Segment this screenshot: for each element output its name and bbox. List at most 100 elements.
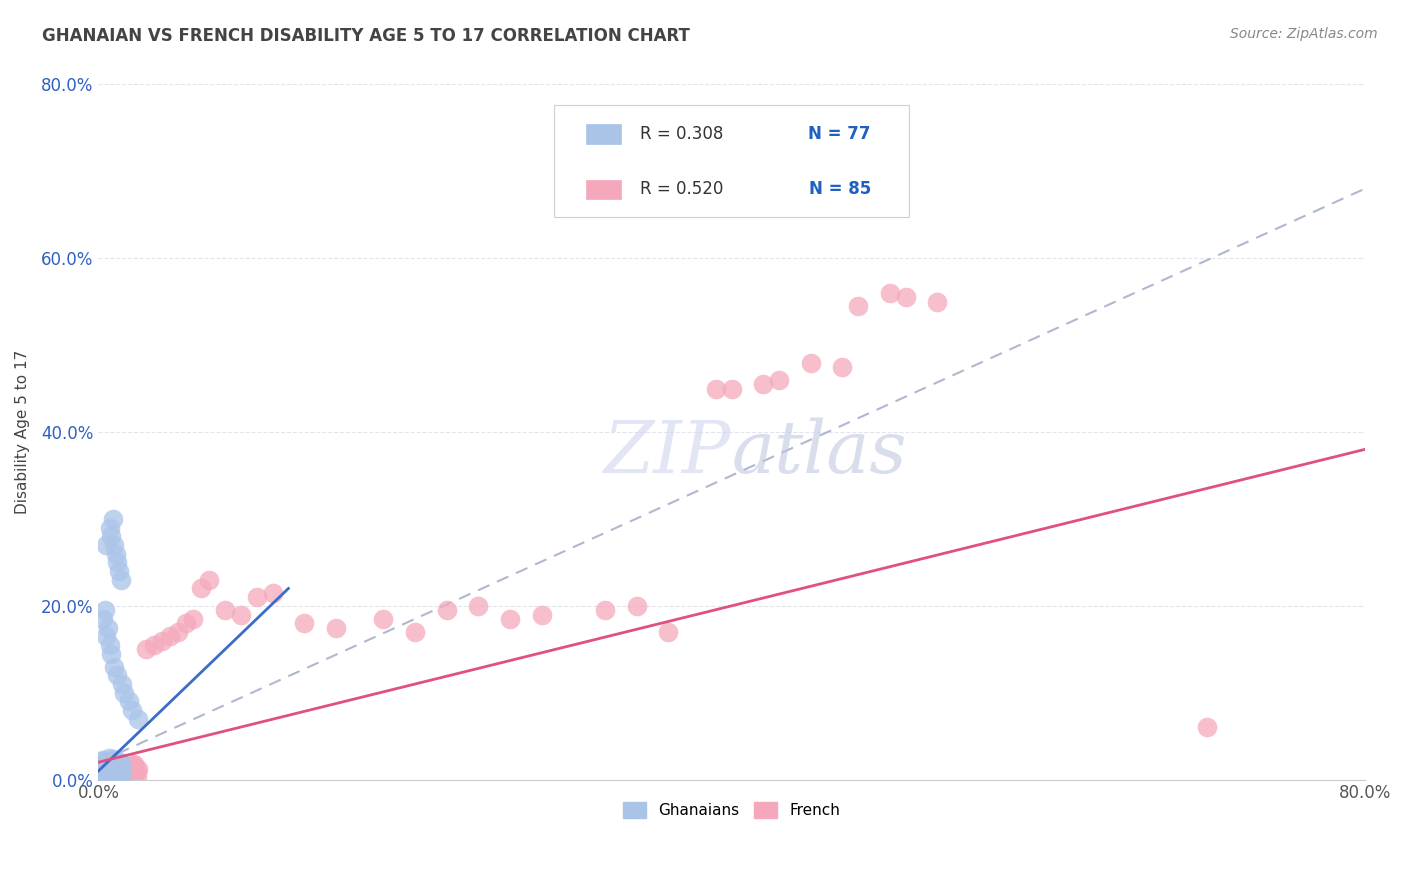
Point (90, 759, 112, 773)
Point (91, 769, 114, 783)
Point (114, 771, 136, 785)
Point (105, 756, 128, 771)
Text: atlas: atlas (731, 417, 907, 488)
Point (103, 764, 125, 779)
Point (90, 768, 112, 782)
Point (98, 757, 121, 772)
Point (108, 764, 131, 779)
Point (110, 761, 132, 775)
Point (436, 603, 458, 617)
Point (96, 771, 118, 785)
Point (93, 763, 115, 777)
Point (150, 633, 173, 648)
Point (91, 759, 114, 773)
Point (112, 686, 135, 700)
Point (127, 763, 149, 777)
Point (127, 712, 149, 726)
Point (100, 754, 122, 768)
Point (927, 294, 949, 309)
Point (107, 555, 129, 569)
Point (97, 760, 120, 774)
Point (879, 285, 901, 300)
Point (100, 765, 122, 780)
Point (101, 762, 124, 776)
Point (124, 765, 146, 780)
Point (98, 751, 121, 765)
Point (100, 757, 122, 772)
Point (89, 759, 111, 773)
Point (97, 621, 120, 635)
Point (104, 772, 127, 786)
Point (117, 761, 139, 775)
Point (105, 772, 128, 786)
Point (98, 520, 121, 534)
Point (101, 754, 124, 768)
Point (90, 754, 112, 768)
Point (91, 758, 114, 772)
Point (127, 764, 149, 779)
Point (93, 753, 115, 767)
Point (94, 764, 117, 778)
Point (97, 757, 120, 772)
Point (117, 763, 139, 777)
Point (101, 759, 124, 773)
Text: R = 0.308: R = 0.308 (641, 125, 724, 143)
Point (121, 770, 143, 784)
Point (190, 582, 212, 596)
Point (117, 694, 139, 708)
Point (104, 765, 127, 780)
Point (100, 756, 122, 770)
Point (100, 759, 122, 773)
Point (122, 760, 145, 774)
Point (593, 603, 616, 617)
Point (657, 624, 679, 639)
Point (94, 763, 117, 777)
Point (110, 758, 132, 772)
Point (246, 590, 269, 604)
Point (100, 772, 122, 786)
Point (159, 629, 181, 643)
Point (100, 764, 122, 779)
Point (98, 758, 121, 772)
Point (96, 764, 118, 778)
Point (121, 758, 143, 772)
Point (103, 757, 125, 772)
Point (101, 760, 124, 774)
Point (100, 760, 122, 774)
Point (846, 299, 869, 313)
Point (108, 756, 131, 771)
Point (96, 757, 118, 772)
Point (98, 771, 121, 785)
Point (800, 355, 823, 369)
Point (110, 573, 132, 587)
Point (373, 612, 395, 626)
Point (104, 761, 127, 775)
Point (894, 290, 917, 304)
Point (103, 752, 125, 766)
Point (404, 624, 426, 639)
Point (104, 769, 127, 783)
Point (720, 382, 742, 396)
Point (107, 668, 129, 682)
Text: Source: ZipAtlas.com: Source: ZipAtlas.com (1230, 27, 1378, 41)
Point (626, 599, 648, 613)
Point (135, 642, 157, 657)
Point (100, 647, 122, 661)
Point (174, 616, 197, 631)
Y-axis label: Disability Age 5 to 17: Disability Age 5 to 17 (15, 350, 30, 514)
Point (96, 765, 118, 780)
Point (96, 771, 118, 785)
Point (214, 603, 236, 617)
Point (108, 564, 131, 578)
Point (704, 382, 727, 396)
Point (105, 756, 128, 770)
Point (111, 677, 134, 691)
Point (831, 359, 853, 374)
Point (107, 760, 129, 774)
Point (100, 769, 122, 783)
Point (111, 770, 134, 784)
Point (98, 771, 121, 785)
Point (752, 377, 775, 392)
Point (98, 758, 121, 772)
Point (262, 586, 284, 600)
